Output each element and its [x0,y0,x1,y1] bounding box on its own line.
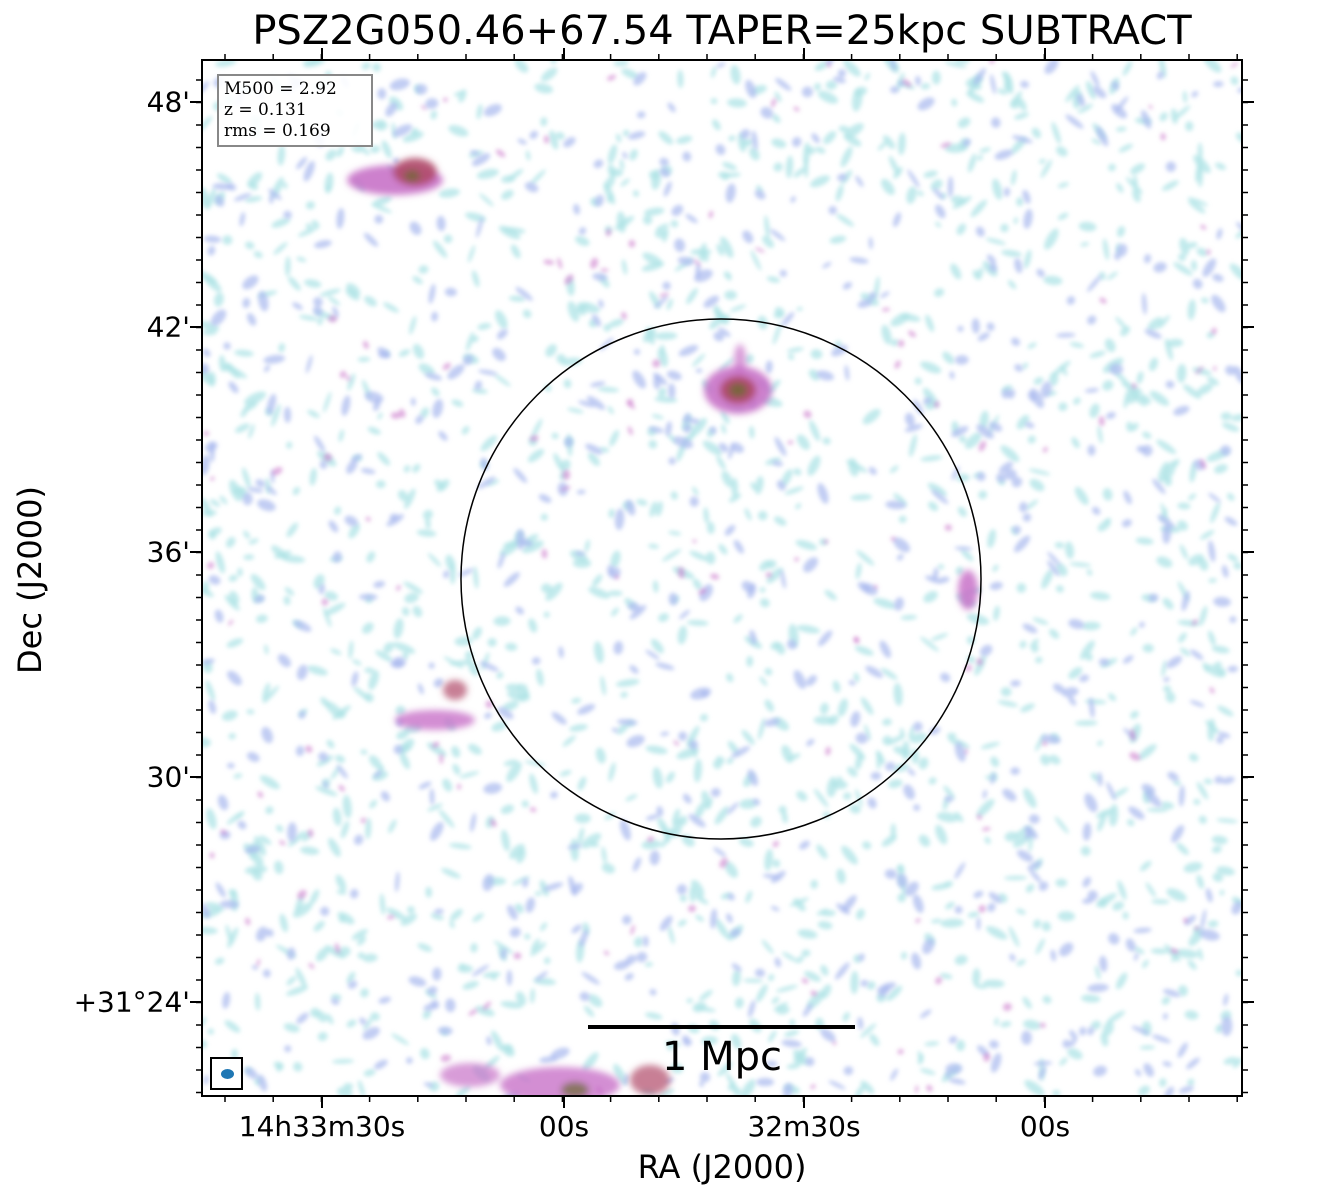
beam-box [210,1057,243,1090]
cluster-info-box: M500 = 2.92 z = 0.131 rms = 0.169 [217,74,373,147]
bright-sources-layer [347,158,978,1096]
x-tick-label-32m00s: 00s [1019,1110,1071,1143]
image-background [202,60,1242,1096]
plot-frame [201,59,1243,1097]
figure-title: PSZ2G050.46+67.54 TAPER=25kpc SUBTRACT [252,8,1192,54]
r500-circle [460,318,982,840]
m500-text: M500 = 2.92 [224,79,337,99]
x-tick-label-33m00s: 00s [538,1110,590,1143]
rms-text: rms = 0.169 [224,121,331,141]
redshift-text: z = 0.131 [224,100,307,120]
y-tick-label-24: +31°24' [73,985,190,1019]
y-tick-label-48: 48' [146,85,190,119]
y-tick-label-30: 30' [146,760,190,794]
axis-ticks [190,48,1254,1108]
beam-ellipse [221,1069,234,1079]
x-tick-label-33m30s: 14h33m30s [238,1110,406,1143]
x-axis-label: RA (J2000) [637,1148,807,1186]
scalebar-label: 1 Mpc [661,1034,783,1080]
y-tick-label-36: 36' [146,535,190,569]
bright-source-group [347,158,978,1096]
y-tick-label-42: 42' [146,310,190,344]
x-tick-label-32m30s: 32m30s [747,1110,861,1143]
y-axis-label: Dec (J2000) [11,486,49,674]
medium-noise-group [202,60,1242,1096]
